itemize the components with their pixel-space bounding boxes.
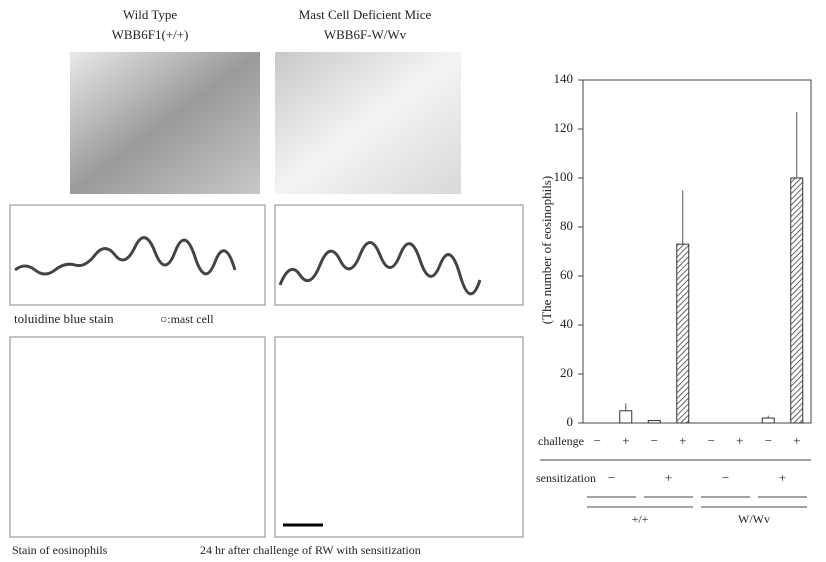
plot-frame <box>582 79 812 424</box>
x-tick-label: − <box>594 433 601 448</box>
label: WBB6F-W/Wv <box>324 27 407 42</box>
x-tick-label: + <box>736 433 743 448</box>
label: Mast Cell Deficient Mice <box>299 7 432 22</box>
x-tick-label: − <box>651 433 658 448</box>
y-tick-label: 40 <box>560 316 573 331</box>
x-tick-label: + <box>679 433 686 448</box>
y-tick-label: 0 <box>567 414 574 429</box>
micrograph <box>9 336 266 538</box>
bar <box>790 177 804 424</box>
row-label: challenge <box>538 434 584 448</box>
caption: toluidine blue stain <box>14 311 114 326</box>
bar <box>619 410 633 424</box>
x-tick-label: − <box>708 433 715 448</box>
label: Wild Type <box>123 7 178 22</box>
y-tick-label: 20 <box>560 365 573 380</box>
photo <box>275 52 461 194</box>
sensitization-label: + <box>779 470 786 485</box>
tissue <box>14 236 237 276</box>
bar <box>676 243 690 424</box>
y-tick-label: 100 <box>554 169 574 184</box>
x-tick-label: + <box>793 433 800 448</box>
micrograph <box>274 336 524 538</box>
group-label: +/+ <box>632 512 649 526</box>
x-tick-label: + <box>622 433 629 448</box>
row-label: sensitization <box>536 471 596 485</box>
x-tick-label: − <box>765 433 772 448</box>
sensitization-label: + <box>665 470 672 485</box>
caption: 24 hr after challenge of RW with sensiti… <box>200 543 421 557</box>
y-tick-label: 120 <box>554 120 574 135</box>
sensitization-label: − <box>608 470 615 485</box>
bar <box>761 417 775 424</box>
tissue <box>278 241 482 296</box>
label: WBB6F1(+/+) <box>112 27 189 42</box>
y-tick-label: 140 <box>554 71 574 86</box>
group-label: W/Wv <box>738 512 770 526</box>
micrograph <box>9 204 266 306</box>
caption: ○:mast cell <box>160 312 214 326</box>
y-tick-label: 60 <box>560 267 573 282</box>
photo <box>70 52 260 194</box>
y-tick-label: 80 <box>560 218 573 233</box>
sensitization-label: − <box>722 470 729 485</box>
caption: Stain of eosinophils <box>12 543 108 557</box>
y-axis-label: (The number of eosinophils) <box>539 176 554 324</box>
bar <box>647 420 661 424</box>
